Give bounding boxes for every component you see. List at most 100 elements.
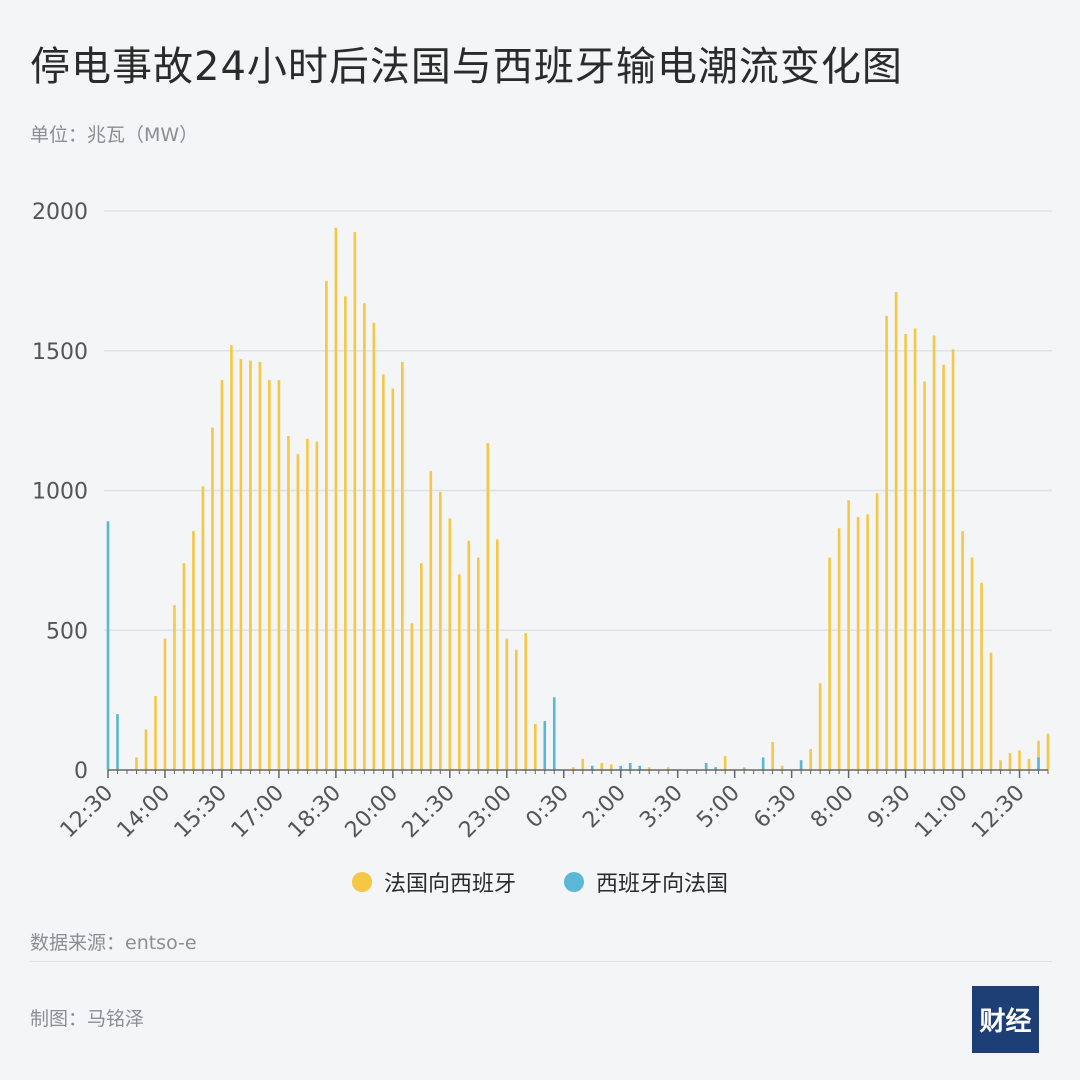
bar-france-to-spain-16 xyxy=(258,361,262,770)
legend-swatch-spain-to-france xyxy=(564,872,584,892)
x-tick-label-16: 12:30 xyxy=(967,781,1030,844)
bar-france-to-spain-38 xyxy=(467,540,471,770)
x-tick-label-0: 12:30 xyxy=(56,781,119,844)
bar-france-to-spain-21 xyxy=(306,438,309,770)
bar-france-to-spain-65 xyxy=(723,756,727,770)
y-tick-label-0: 0 xyxy=(74,759,88,784)
bar-france-to-spain-82 xyxy=(885,315,888,770)
x-tick-label-5: 20:00 xyxy=(341,781,404,844)
grid-lines xyxy=(104,210,1052,631)
bar-france-to-spain-19 xyxy=(287,436,290,770)
bar-france-to-spain-98 xyxy=(1037,740,1040,770)
bar-france-to-spain-90 xyxy=(961,531,964,770)
x-tick-label-4: 18:30 xyxy=(284,781,347,844)
bar-france-to-spain-33 xyxy=(420,563,423,770)
x-tick-label-12: 6:30 xyxy=(749,781,802,834)
bar-france-to-spain-79 xyxy=(856,517,860,770)
bar-spain-to-france-55 xyxy=(628,763,632,770)
y-tick-label-1500: 1500 xyxy=(32,340,88,365)
bar-france-to-spain-95 xyxy=(1008,753,1012,770)
chart-credit: 制图：马铭泽 xyxy=(30,1008,145,1030)
bar-france-to-spain-93 xyxy=(989,652,993,770)
bar-france-to-spain-10 xyxy=(201,486,205,770)
bar-france-to-spain-4 xyxy=(144,729,148,770)
data-source: 数据来源：entso-e xyxy=(30,932,197,954)
bar-france-to-spain-20 xyxy=(296,454,300,770)
bar-france-to-spain-35 xyxy=(439,491,442,770)
bar-france-to-spain-91 xyxy=(970,557,974,770)
bar-france-to-spain-26 xyxy=(353,231,357,771)
y-axis-ticks: 0 500 1000 1500 2000 xyxy=(32,200,88,784)
bar-france-to-spain-41 xyxy=(495,539,499,770)
x-tick-label-8: 0:30 xyxy=(521,781,574,834)
bar-france-to-spain-40 xyxy=(486,442,490,770)
bar-france-to-spain-77 xyxy=(837,528,841,770)
x-axis: 12:3014:0015:3017:0018:3020:0021:3023:00… xyxy=(56,769,1049,844)
x-tick-label-3: 17:00 xyxy=(227,781,290,844)
bar-france-to-spain-43 xyxy=(514,649,518,770)
bar-france-to-spain-85 xyxy=(913,328,917,770)
legend-item-france-to-spain: 法国向西班牙 xyxy=(351,866,516,898)
x-tick-label-13: 8:00 xyxy=(806,781,859,834)
bar-france-to-spain-71 xyxy=(780,765,784,770)
bar-spain-to-france-73 xyxy=(799,760,803,770)
bar-france-to-spain-70 xyxy=(771,742,774,770)
bar-france-to-spain-24 xyxy=(334,227,338,770)
bar-france-to-spain-7 xyxy=(173,605,176,770)
bar-france-to-spain-81 xyxy=(875,493,879,770)
bar-france-to-spain-8 xyxy=(182,563,186,770)
bar-france-to-spain-87 xyxy=(932,335,936,770)
bar-france-to-spain-25 xyxy=(344,296,347,770)
bar-france-to-spain-17 xyxy=(268,380,271,770)
bar-france-to-spain-9 xyxy=(192,531,195,770)
legend-swatch-france-to-spain xyxy=(351,872,372,892)
bar-france-to-spain-89 xyxy=(951,349,955,770)
x-tick-label-9: 2:00 xyxy=(578,781,631,834)
bar-france-to-spain-88 xyxy=(942,364,945,770)
caijing-logo: 财经 xyxy=(972,986,1039,1053)
legend-item-spain-to-france: 西班牙向法国 xyxy=(564,866,728,898)
bar-france-to-spain-31 xyxy=(401,361,404,770)
legend: 法国向西班牙 西班牙向法国 xyxy=(0,866,1080,898)
x-tick-label-6: 21:30 xyxy=(398,781,461,844)
bar-france-to-spain-86 xyxy=(923,381,926,770)
bar-france-to-spain-59 xyxy=(666,767,670,770)
bar-france-to-spain-78 xyxy=(847,500,850,770)
bar-france-to-spain-23 xyxy=(325,280,328,771)
bar-france-to-spain-42 xyxy=(505,638,509,770)
bar-france-to-spain-75 xyxy=(818,683,822,770)
bar-france-to-spain-76 xyxy=(828,557,831,770)
bar-france-to-spain-37 xyxy=(458,574,461,770)
bar-france-to-spain-57 xyxy=(647,767,651,770)
bars xyxy=(106,227,1050,771)
x-tick-label-15: 11:00 xyxy=(910,781,973,844)
bar-france-to-spain-3 xyxy=(135,757,138,770)
bar-france-to-spain-22 xyxy=(315,441,319,770)
y-tick-label-1000: 1000 xyxy=(32,480,88,505)
bar-spain-to-france-0 xyxy=(106,521,110,770)
bar-france-to-spain-83 xyxy=(894,292,898,770)
bar-france-to-spain-39 xyxy=(477,557,480,770)
bar-france-to-spain-99 xyxy=(1046,733,1050,770)
bar-france-to-spain-92 xyxy=(980,582,983,770)
bar-france-to-spain-36 xyxy=(448,518,452,770)
bar-france-to-spain-29 xyxy=(382,374,385,770)
bar-france-to-spain-80 xyxy=(866,514,869,770)
bar-france-to-spain-5 xyxy=(154,695,157,770)
bar-france-to-spain-74 xyxy=(809,749,812,770)
legend-label-france-to-spain: 法国向西班牙 xyxy=(383,872,516,897)
bar-france-to-spain-32 xyxy=(410,623,414,770)
bar-spain-to-france-64 xyxy=(714,767,717,770)
bar-france-to-spain-45 xyxy=(533,723,537,770)
bar-spain-to-france-46 xyxy=(543,721,547,770)
x-tick-label-2: 15:30 xyxy=(170,781,233,844)
bar-spain-to-france-63 xyxy=(704,763,708,770)
x-tick-label-7: 23:00 xyxy=(455,781,518,844)
bar-france-to-spain-97 xyxy=(1027,758,1031,770)
bar-spain-to-france-54 xyxy=(619,765,623,770)
bar-spain-to-france-51 xyxy=(590,765,594,770)
divider xyxy=(30,961,1052,962)
bar-france-to-spain-53 xyxy=(609,764,613,770)
bar-france-to-spain-12 xyxy=(220,380,224,770)
